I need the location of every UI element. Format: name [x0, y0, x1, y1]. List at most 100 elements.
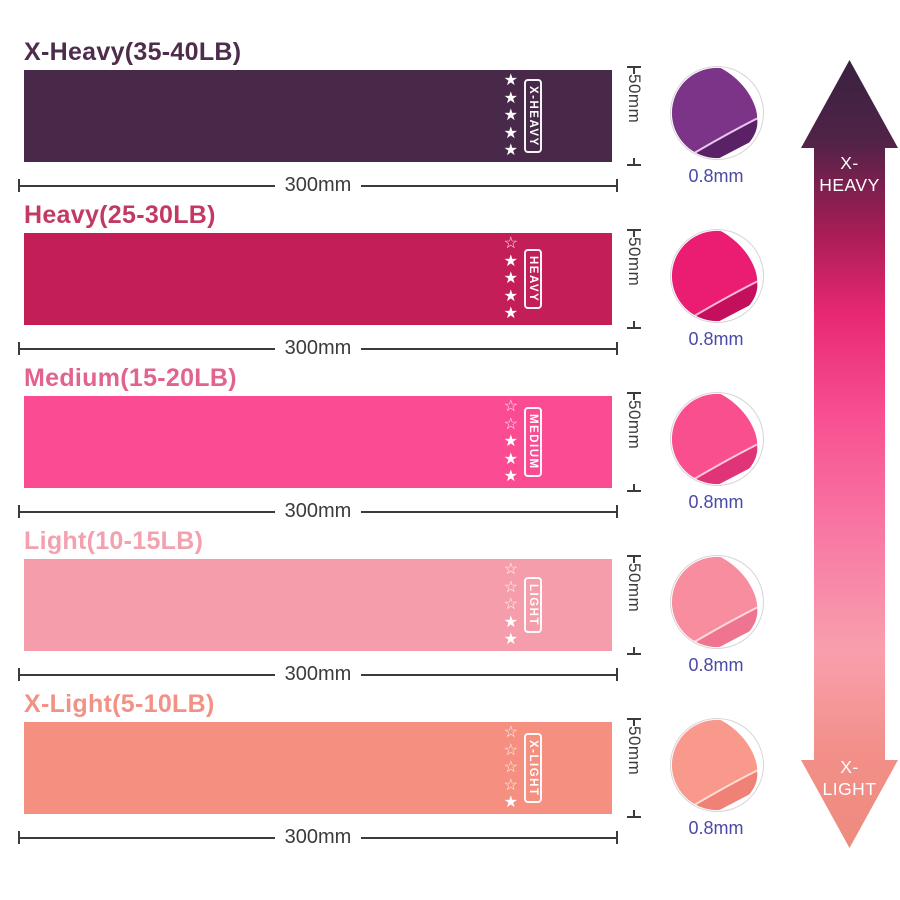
folded-band-photo [670, 392, 764, 486]
dimension-line [633, 231, 635, 237]
scale-label-line: HEAVY [819, 175, 880, 195]
width-value: 50mm [625, 400, 644, 450]
band-title: X-Heavy(35-40LB) [24, 38, 242, 66]
dimension-line [633, 810, 635, 816]
band-row: X-Heavy(35-40LB) ★ ★ ★ ★ ★ X-HEAVY 300mm 50m… [18, 36, 774, 199]
band-level-tag: HEAVY [524, 248, 542, 310]
thickness-label: 0.8mm [688, 492, 744, 512]
band-title: Heavy(25-30LB) [24, 201, 216, 229]
length-dimension-line: 300mm [18, 500, 619, 523]
width-dimension-line: 50mm [612, 688, 656, 851]
dimension-line [20, 673, 275, 676]
star-filled-icon: ★ [503, 794, 518, 812]
dimension-tick-icon [627, 164, 641, 166]
band-rows: X-Heavy(35-40LB) ★ ★ ★ ★ ★ X-HEAVY 300mm 50m… [18, 36, 774, 851]
dimension-line [361, 673, 617, 676]
width-dimension-inner: 50mm [612, 718, 656, 818]
dimension-tick-icon [18, 179, 20, 192]
scale-label-x-heavy: X- HEAVY [801, 152, 898, 196]
band-title: Medium(15-20LB) [24, 364, 237, 392]
dimension-tick-icon [627, 327, 641, 329]
dimension-tick-icon [616, 342, 619, 355]
dimension-line [361, 184, 617, 187]
length-dimension-line: 300mm [18, 663, 619, 686]
star-filled-icon: ★ [503, 142, 518, 160]
folded-band-photo [670, 718, 764, 812]
band-marking: ☆ ☆ ☆ ★ ★ LIGHT [504, 559, 542, 651]
dimension-tick-icon [18, 342, 20, 355]
thickness-thumbnail: 0.8mm [656, 36, 774, 199]
star-filled-icon: ★ [503, 124, 518, 142]
width-dimension-inner: 50mm [612, 66, 656, 166]
dimension-line [20, 836, 275, 839]
resistance-band: ☆ ☆ ☆ ★ ★ LIGHT [24, 559, 612, 651]
band-spec-block: Heavy(25-30LB) ☆ ★ ★ ★ ★ HEAVY 300mm [18, 199, 619, 362]
star-outline-icon: ☆ [503, 578, 518, 596]
gradient-arrow-shape [801, 60, 898, 848]
star-filled-icon: ★ [503, 305, 518, 323]
band-spec-block: X-Light(5-10LB) ☆ ☆ ☆ ☆ ★ X-LIGHT 300mm [18, 688, 619, 851]
width-value: 50mm [625, 726, 644, 776]
star-outline-icon: ☆ [503, 741, 518, 759]
star-outline-icon: ☆ [503, 235, 518, 253]
width-value: 50mm [625, 563, 644, 613]
dimension-line [633, 557, 635, 563]
thickness-thumbnail: 0.8mm [656, 688, 774, 851]
width-dimension-line: 50mm [612, 525, 656, 688]
folded-band-photo [670, 555, 764, 649]
width-dimension-inner: 50mm [612, 229, 656, 329]
band-level-tag: X-LIGHT [524, 732, 542, 804]
band-row: Light(10-15LB) ☆ ☆ ☆ ★ ★ LIGHT 300mm 50mm [18, 525, 774, 688]
dimension-tick-icon [627, 66, 641, 68]
dimension-line [361, 510, 617, 513]
dimension-tick-icon [18, 505, 20, 518]
dimension-tick-icon [616, 831, 619, 844]
dimension-line [20, 347, 275, 350]
thickness-thumbnail: 0.8mm [656, 525, 774, 688]
band-marking: ☆ ☆ ★ ★ ★ MEDIUM [504, 396, 542, 488]
dimension-line [633, 158, 635, 164]
dimension-line [361, 836, 617, 839]
dimension-tick-icon [18, 831, 20, 844]
band-row: Medium(15-20LB) ☆ ☆ ★ ★ ★ MEDIUM 300mm 50mm [18, 362, 774, 525]
band-row: X-Light(5-10LB) ☆ ☆ ☆ ☆ ★ X-LIGHT 300mm 50mm [18, 688, 774, 851]
dimension-line [20, 184, 275, 187]
star-outline-icon: ☆ [503, 776, 518, 794]
width-dimension-line: 50mm [612, 36, 656, 199]
width-value: 50mm [625, 237, 644, 287]
star-filled-icon: ★ [503, 72, 518, 90]
dimension-tick-icon [627, 555, 641, 557]
star-rating: ☆ ☆ ☆ ★ ★ [504, 561, 518, 649]
width-value: 50mm [625, 74, 644, 124]
width-dimension-inner: 50mm [612, 392, 656, 492]
star-rating: ☆ ☆ ★ ★ ★ [504, 398, 518, 486]
width-dimension-line: 50mm [612, 199, 656, 362]
dimension-line [20, 510, 275, 513]
folded-band-photo [670, 229, 764, 323]
band-spec-block: Medium(15-20LB) ☆ ☆ ★ ★ ★ MEDIUM 300mm [18, 362, 619, 525]
width-dimension-inner: 50mm [612, 555, 656, 655]
thickness-label: 0.8mm [688, 166, 744, 186]
star-filled-icon: ★ [503, 287, 518, 305]
star-filled-icon: ★ [503, 433, 518, 451]
resistance-band: ☆ ☆ ☆ ☆ ★ X-LIGHT [24, 722, 612, 814]
band-level-tag: X-HEAVY [524, 78, 542, 154]
scale-label-line: X- [840, 153, 859, 173]
star-outline-icon: ☆ [503, 759, 518, 777]
dimension-tick-icon [627, 490, 641, 492]
band-spec-block: X-Heavy(35-40LB) ★ ★ ★ ★ ★ X-HEAVY 300mm [18, 36, 619, 199]
star-outline-icon: ☆ [503, 561, 518, 579]
length-value: 300mm [284, 663, 352, 685]
folded-band-photo [670, 66, 764, 160]
length-dimension-line: 300mm [18, 826, 619, 849]
resistance-band: ☆ ☆ ★ ★ ★ MEDIUM [24, 396, 612, 488]
dimension-tick-icon [627, 392, 641, 394]
thickness-label: 0.8mm [688, 818, 744, 838]
band-level-tag: LIGHT [524, 577, 542, 633]
dimension-tick-icon [627, 229, 641, 231]
thickness-thumbnail: 0.8mm [656, 362, 774, 525]
band-row: Heavy(25-30LB) ☆ ★ ★ ★ ★ HEAVY 300mm 50mm [18, 199, 774, 362]
star-rating: ★ ★ ★ ★ ★ [504, 72, 518, 160]
star-rating: ☆ ☆ ☆ ☆ ★ [504, 724, 518, 812]
